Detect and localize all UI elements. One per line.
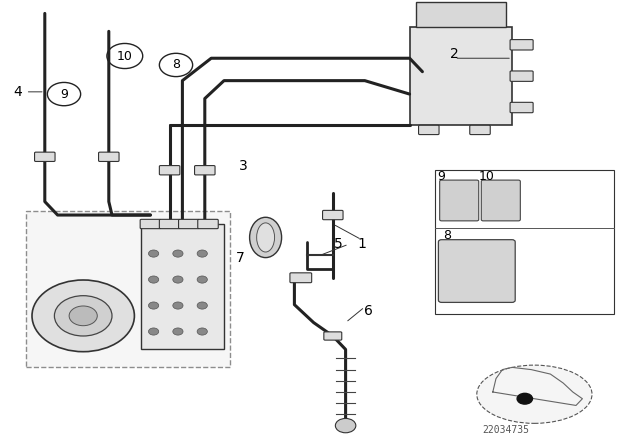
FancyBboxPatch shape: [440, 180, 479, 221]
Text: 7: 7: [236, 250, 244, 265]
Circle shape: [148, 276, 159, 283]
Circle shape: [148, 328, 159, 335]
FancyBboxPatch shape: [438, 240, 515, 302]
FancyBboxPatch shape: [324, 332, 342, 340]
FancyBboxPatch shape: [99, 152, 119, 161]
FancyBboxPatch shape: [179, 220, 199, 228]
FancyBboxPatch shape: [26, 211, 230, 367]
Ellipse shape: [250, 217, 282, 258]
FancyBboxPatch shape: [510, 71, 533, 82]
FancyBboxPatch shape: [510, 39, 533, 50]
FancyBboxPatch shape: [35, 152, 55, 161]
Text: 3: 3: [239, 159, 248, 173]
Text: 10: 10: [479, 170, 494, 184]
Circle shape: [173, 276, 183, 283]
Circle shape: [32, 280, 134, 352]
FancyBboxPatch shape: [141, 224, 224, 349]
Text: 9: 9: [60, 87, 68, 101]
Circle shape: [148, 302, 159, 309]
FancyBboxPatch shape: [416, 2, 506, 27]
Circle shape: [69, 306, 97, 326]
Circle shape: [197, 328, 207, 335]
Circle shape: [197, 250, 207, 257]
Text: 5: 5: [333, 237, 342, 251]
Text: 10: 10: [117, 49, 132, 63]
Bar: [435, 170, 614, 314]
Text: 6: 6: [364, 304, 372, 319]
Text: 4: 4: [13, 85, 22, 99]
FancyBboxPatch shape: [140, 220, 161, 228]
FancyBboxPatch shape: [159, 166, 180, 175]
Circle shape: [197, 276, 207, 283]
Circle shape: [173, 302, 183, 309]
Text: 8: 8: [172, 58, 180, 72]
FancyBboxPatch shape: [198, 220, 218, 228]
FancyBboxPatch shape: [470, 125, 490, 134]
Circle shape: [197, 302, 207, 309]
Circle shape: [54, 296, 112, 336]
Ellipse shape: [477, 365, 592, 423]
FancyBboxPatch shape: [290, 273, 312, 283]
FancyBboxPatch shape: [410, 27, 512, 125]
Text: 22034735: 22034735: [482, 425, 529, 435]
Circle shape: [148, 250, 159, 257]
Text: 8: 8: [443, 228, 451, 242]
Text: 1: 1: [357, 237, 366, 251]
FancyBboxPatch shape: [195, 166, 215, 175]
FancyBboxPatch shape: [159, 220, 180, 228]
Circle shape: [517, 393, 532, 404]
Circle shape: [173, 250, 183, 257]
Circle shape: [335, 418, 356, 433]
Circle shape: [173, 328, 183, 335]
FancyBboxPatch shape: [481, 180, 520, 221]
Text: 9: 9: [438, 170, 445, 184]
Ellipse shape: [257, 223, 275, 252]
FancyBboxPatch shape: [323, 211, 343, 220]
FancyBboxPatch shape: [510, 102, 533, 113]
FancyBboxPatch shape: [419, 125, 439, 134]
Text: 2: 2: [450, 47, 459, 61]
